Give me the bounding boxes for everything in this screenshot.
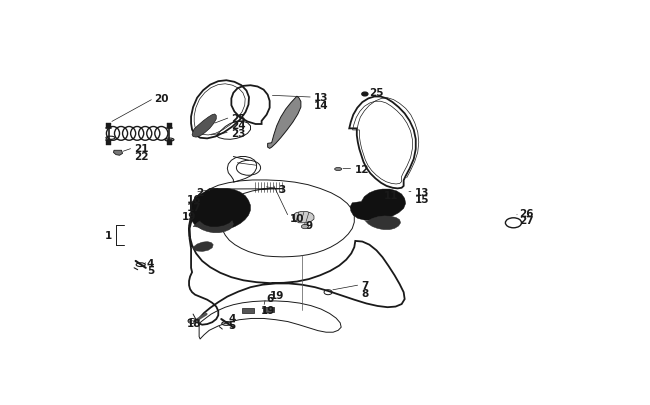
Text: 17: 17	[187, 202, 202, 212]
Circle shape	[302, 225, 309, 229]
Text: 11: 11	[384, 190, 398, 200]
Polygon shape	[192, 115, 216, 138]
Text: 10: 10	[291, 213, 305, 224]
Circle shape	[378, 190, 385, 195]
Text: 13: 13	[314, 93, 328, 103]
Polygon shape	[199, 209, 233, 227]
Text: 13: 13	[415, 187, 429, 197]
Text: 4: 4	[228, 313, 236, 323]
Text: 27: 27	[519, 216, 534, 226]
Text: 7: 7	[361, 281, 369, 291]
Polygon shape	[190, 189, 250, 231]
Text: 18: 18	[187, 319, 202, 328]
Text: 21: 21	[134, 144, 149, 154]
Text: 24: 24	[231, 121, 246, 131]
Text: 19: 19	[182, 211, 196, 222]
Polygon shape	[114, 151, 123, 156]
Text: 15: 15	[415, 194, 429, 205]
Text: 12: 12	[355, 164, 369, 175]
Bar	[167, 124, 172, 128]
Text: 25: 25	[369, 88, 384, 98]
Text: 6: 6	[266, 294, 274, 304]
Text: 4: 4	[147, 259, 154, 269]
Text: 22: 22	[134, 151, 149, 162]
Text: 20: 20	[154, 94, 169, 104]
Polygon shape	[350, 190, 406, 221]
Bar	[242, 308, 254, 313]
Text: 26: 26	[519, 208, 534, 218]
Text: 19: 19	[261, 305, 275, 315]
Text: 5: 5	[228, 320, 235, 330]
Polygon shape	[268, 97, 301, 149]
Text: 3: 3	[279, 185, 286, 194]
Text: 5: 5	[147, 266, 154, 276]
Bar	[167, 141, 172, 145]
Polygon shape	[193, 242, 213, 252]
Text: 14: 14	[314, 100, 329, 110]
Text: 2: 2	[196, 188, 203, 198]
Text: 23: 23	[231, 128, 246, 139]
Bar	[107, 141, 112, 145]
Bar	[107, 124, 112, 128]
Text: 1: 1	[105, 231, 112, 241]
Text: 25: 25	[231, 113, 246, 124]
Bar	[263, 307, 274, 312]
Text: 9: 9	[306, 221, 313, 231]
Circle shape	[362, 93, 368, 97]
Polygon shape	[365, 216, 400, 230]
Ellipse shape	[335, 168, 342, 171]
Text: 16: 16	[187, 194, 202, 205]
Text: 8: 8	[361, 288, 369, 298]
Text: 19: 19	[270, 290, 285, 300]
Polygon shape	[193, 216, 233, 233]
Polygon shape	[292, 212, 314, 223]
